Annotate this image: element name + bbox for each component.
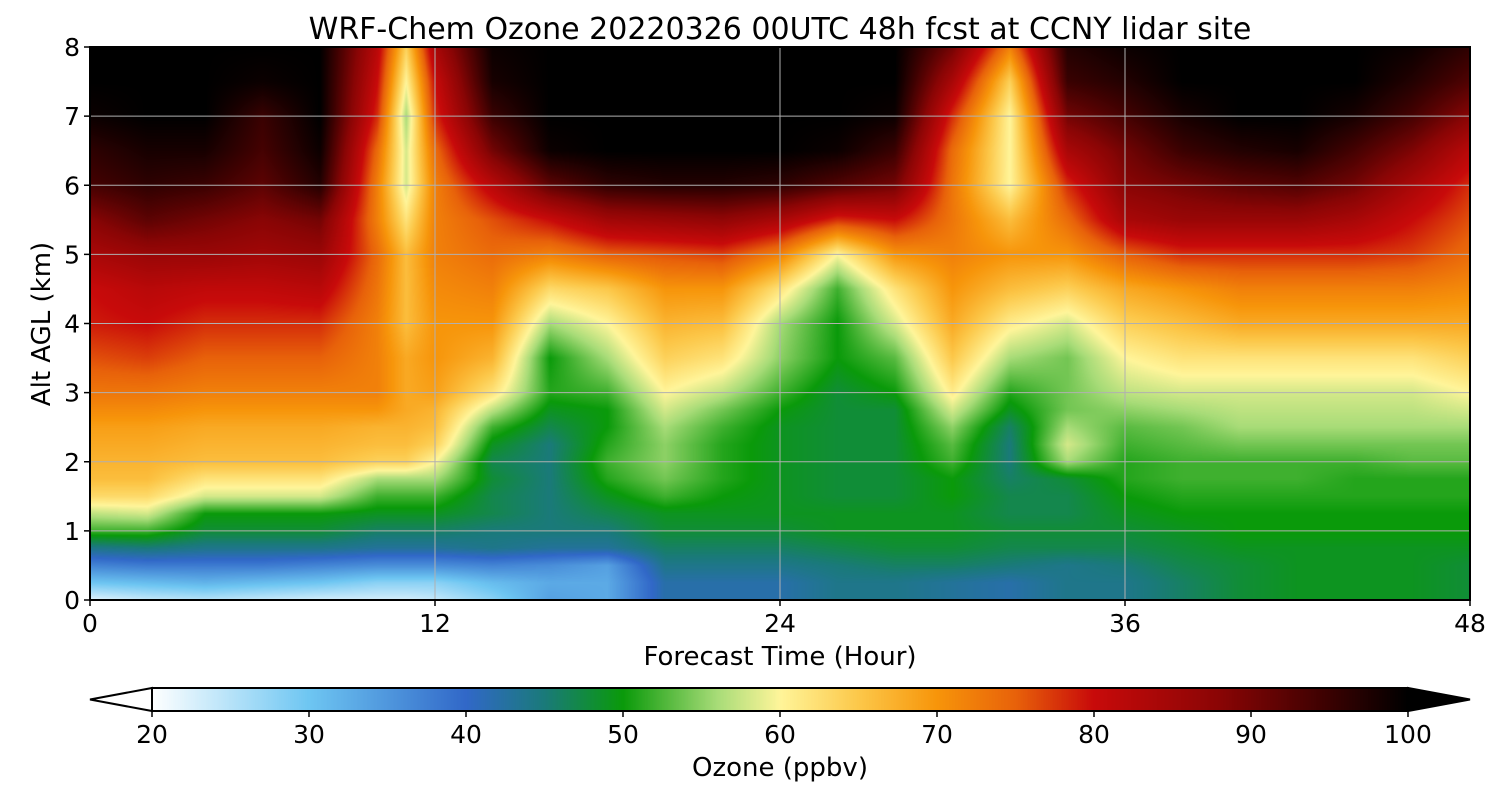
y-tick-label: 0 [64,586,80,615]
colorbar-low-extend [89,686,153,713]
colorbar-tick-label: 90 [1235,720,1267,749]
x-axis-label: Forecast Time (Hour) [643,642,916,672]
y-axis: 0 1 2 3 4 5 6 7 8 [64,33,90,615]
x-tick-label: 36 [1109,609,1141,638]
y-tick-label: 6 [64,171,80,200]
y-tick-label: 2 [64,448,80,477]
y-axis-label: Alt AGL (km) [27,242,57,406]
x-tick-label: 48 [1454,609,1486,638]
colorbar-tick-label: 50 [607,720,639,749]
colorbar-tick-label: 80 [1078,720,1110,749]
colorbar-ticks: 20 30 40 50 60 70 80 90 100 [136,711,1432,749]
colorbar: 20 30 40 50 60 70 80 90 100 Ozone (ppbv) [89,686,1471,783]
colorbar-tick-label: 40 [450,720,482,749]
y-tick-label: 1 [64,517,80,546]
y-tick-label: 8 [64,33,80,62]
x-tick-label: 0 [82,609,98,638]
y-tick-label: 5 [64,240,80,269]
x-tick-label: 12 [419,609,451,638]
y-tick-label: 4 [64,310,80,339]
y-tick-label: 3 [64,379,80,408]
colorbar-gradient [152,688,1408,711]
chart-title: WRF-Chem Ozone 20220326 00UTC 48h fcst a… [309,12,1252,47]
colorbar-tick-label: 60 [764,720,796,749]
colorbar-tick-label: 20 [136,720,168,749]
x-axis: 0 12 24 36 48 [82,600,1486,638]
colorbar-high-extend [1407,686,1471,713]
colorbar-tick-label: 70 [921,720,953,749]
x-tick-label: 24 [764,609,796,638]
y-tick-label: 7 [64,102,80,131]
colorbar-tick-label: 30 [293,720,325,749]
colorbar-tick-label: 100 [1384,720,1432,749]
colorbar-label: Ozone (ppbv) [692,753,868,783]
